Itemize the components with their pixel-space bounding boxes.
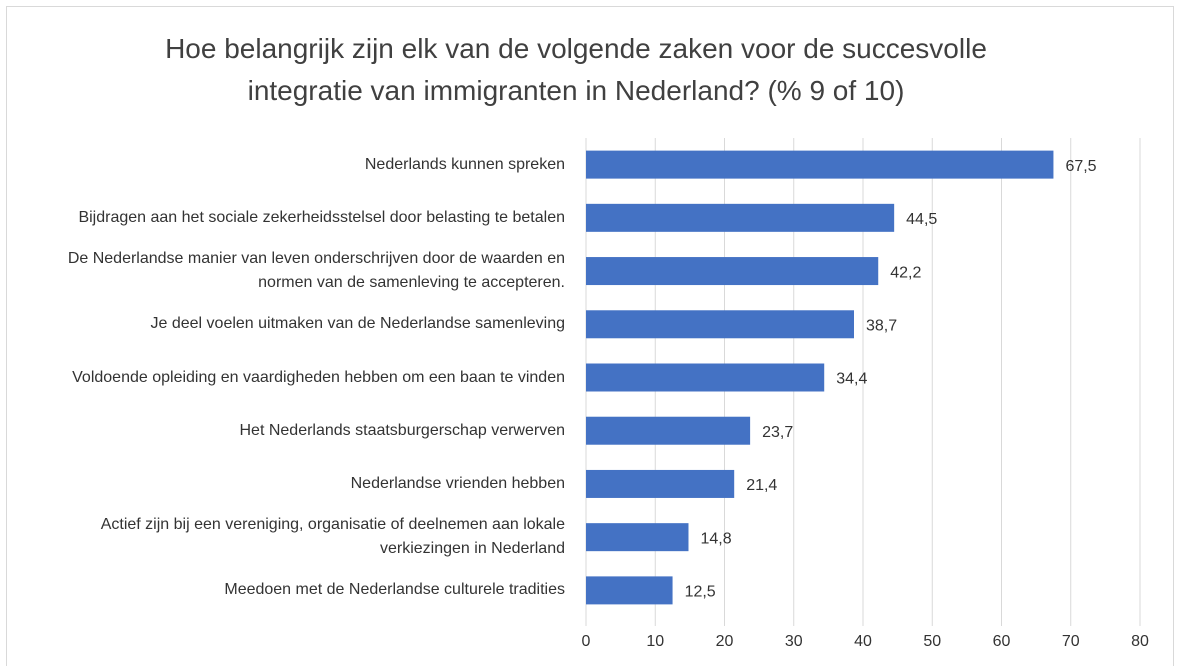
- x-tick-label: 10: [646, 633, 664, 650]
- y-tick-label: Bijdragen aan het sociale zekerheidsstel…: [78, 208, 565, 226]
- bar: [586, 523, 689, 552]
- x-tick-label: 60: [993, 633, 1011, 650]
- chart-frame: [6, 6, 1174, 666]
- x-tick-label: 20: [716, 633, 734, 650]
- data-label: 21,4: [746, 477, 777, 494]
- data-label: 38,7: [866, 317, 897, 334]
- data-label: 12,5: [685, 584, 716, 601]
- bar: [586, 310, 854, 339]
- x-tick-label: 40: [854, 633, 872, 650]
- y-tick-label: Actief zijn bij een vereniging, organisa…: [100, 516, 565, 558]
- y-tick-label: Nederlands kunnen spreken: [364, 155, 565, 173]
- data-label: 34,4: [836, 371, 867, 388]
- y-tick-label: Nederlandse vrienden hebben: [350, 474, 565, 492]
- bar: [586, 469, 735, 498]
- bar: [586, 257, 879, 286]
- data-label: 42,2: [890, 264, 921, 281]
- bar: [586, 150, 1054, 179]
- x-tick-label: 80: [1131, 633, 1149, 650]
- y-tick-label: Meedoen met de Nederlandse culturele tra…: [224, 581, 565, 599]
- bar: [586, 203, 895, 232]
- y-tick-label: De Nederlandse manier van leven ondersch…: [67, 250, 565, 292]
- data-label: 67,5: [1065, 158, 1096, 175]
- bar: [586, 363, 825, 392]
- x-tick-label: 70: [1062, 633, 1080, 650]
- x-tick-label: 50: [923, 633, 941, 650]
- data-label: 14,8: [700, 530, 731, 547]
- y-tick-label: Je deel voelen uitmaken van de Nederland…: [150, 315, 565, 333]
- x-tick-label: 30: [785, 633, 803, 650]
- bar: [586, 576, 673, 605]
- bar: [586, 416, 751, 445]
- data-label: 44,5: [906, 211, 937, 228]
- x-tick-label: 0: [582, 633, 591, 650]
- y-tick-label: Voldoende opleiding en vaardigheden hebb…: [72, 368, 565, 386]
- y-tick-label: Het Nederlands staatsburgerschap verwerv…: [239, 421, 566, 439]
- chart-title: Hoe belangrijk zijn elk van de volgende …: [165, 33, 987, 106]
- data-label: 23,7: [762, 424, 793, 441]
